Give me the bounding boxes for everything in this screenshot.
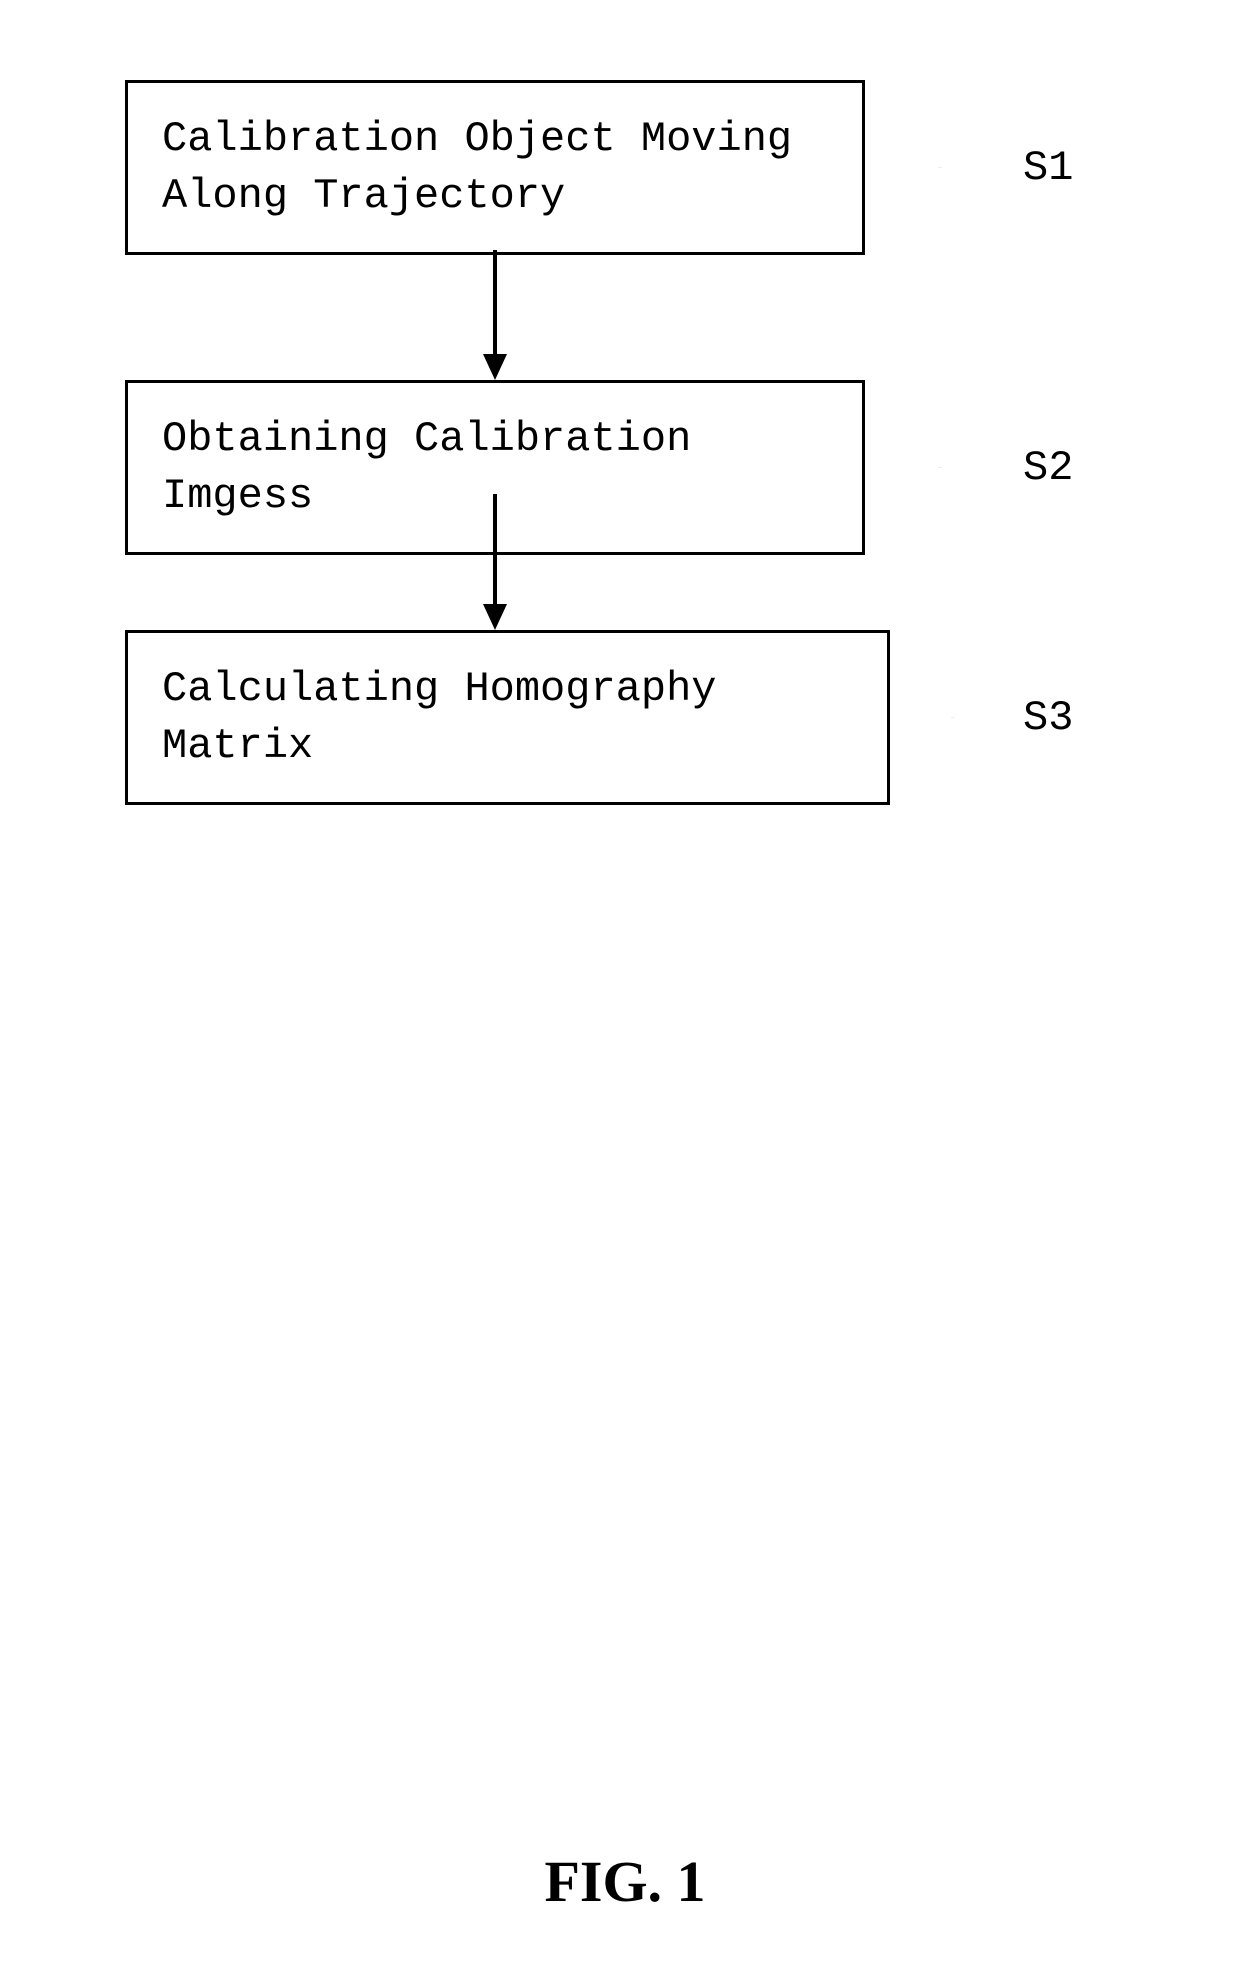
- label-connector-line: [865, 167, 1015, 168]
- arrow-s1-s2: [475, 250, 515, 382]
- label-connector-line: [865, 467, 1015, 468]
- flowchart-node-label: S1: [1023, 144, 1073, 192]
- flowchart-row-s1: Calibration Object Moving Along Trajecto…: [125, 80, 1073, 255]
- flowchart-node-s1: Calibration Object Moving Along Trajecto…: [125, 80, 865, 255]
- flowchart-row-s2: Obtaining Calibration Imgess S2: [125, 380, 1073, 555]
- flowchart-row-s3: Calculating Homography Matrix S3: [125, 630, 1073, 805]
- flowchart-node-text: Calculating Homography Matrix: [162, 661, 853, 774]
- flowchart-node-label: S3: [1023, 694, 1073, 742]
- label-connector-line: [890, 717, 1015, 718]
- flowchart-node-label: S2: [1023, 444, 1073, 492]
- arrow-s2-s3: [475, 494, 515, 632]
- flowchart-node-s3: Calculating Homography Matrix: [125, 630, 890, 805]
- flowchart-node-text: Calibration Object Moving Along Trajecto…: [162, 111, 828, 224]
- figure-caption: FIG. 1: [544, 1848, 705, 1915]
